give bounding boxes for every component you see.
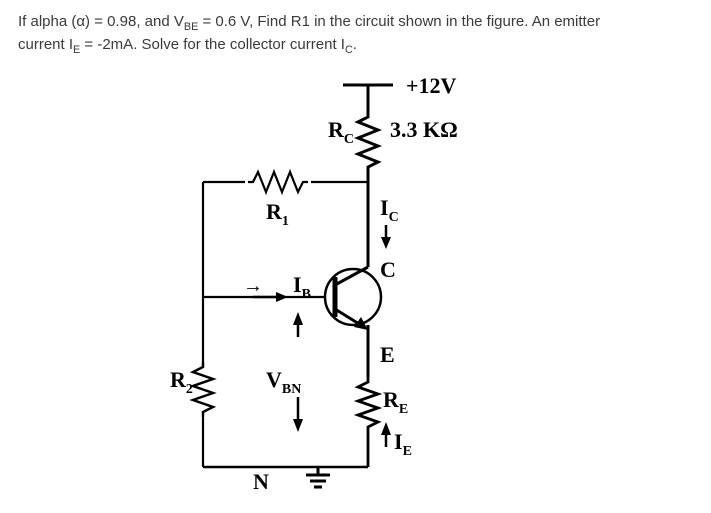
txt: . xyxy=(353,36,357,53)
txt: , and V xyxy=(136,13,184,30)
r2-label: R2 xyxy=(170,367,193,397)
txt: If alpha (α) = xyxy=(18,13,107,30)
vbe-sub: BE xyxy=(184,21,198,33)
ic-label: IC xyxy=(380,195,399,225)
supply-label: +12V xyxy=(406,73,457,98)
vbe-val: 0.6 V xyxy=(215,13,249,30)
ie-val: -2mA xyxy=(97,36,133,53)
txt: = xyxy=(80,36,97,53)
vbn-label: VBN xyxy=(266,367,301,397)
rc-value: 3.3 KΩ xyxy=(390,117,458,142)
n-label: N xyxy=(253,469,269,494)
ib-arrow-text: → xyxy=(243,275,263,297)
problem-statement: If alpha (α) = 0.98, and VBE = 0.6 V, Fi… xyxy=(18,12,693,57)
alpha-val: 0.98 xyxy=(107,13,136,30)
re-label: RE xyxy=(383,387,408,417)
ie-label: IE xyxy=(394,429,412,459)
txt: , Find R1 in the circuit shown in the fi… xyxy=(249,13,600,30)
e-node-label: E xyxy=(380,342,395,367)
ic-sub: C xyxy=(345,44,353,56)
rc-label: RC xyxy=(328,117,354,147)
txt: = xyxy=(198,13,215,30)
circuit-diagram: +12V RC 3.3 KΩ R1 IC C → IB E R2 VBN RE xyxy=(158,67,693,501)
txt: current I xyxy=(18,36,73,53)
r1-label: R1 xyxy=(266,199,289,229)
txt: . Solve for the collector current I xyxy=(133,36,345,53)
c-node-label: C xyxy=(380,257,396,282)
